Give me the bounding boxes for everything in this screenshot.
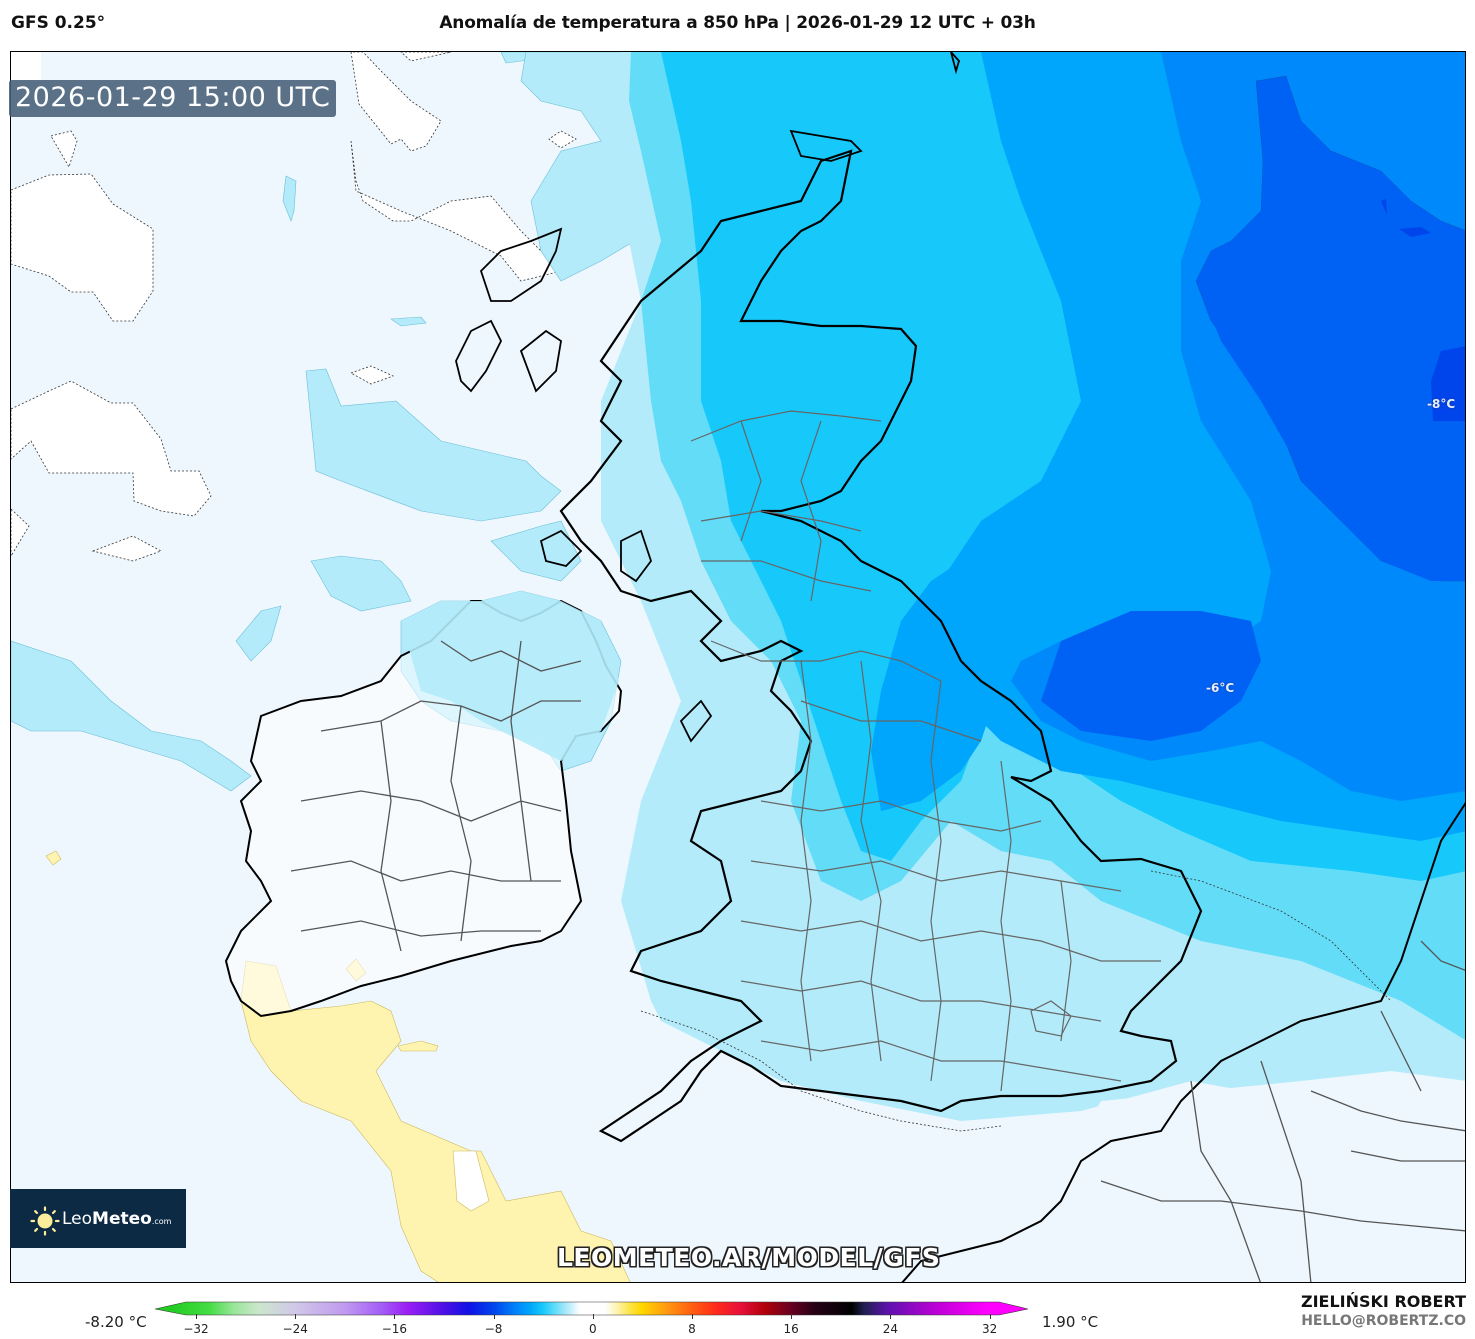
colorbar-min-label: -8.20 °C [85,1313,147,1331]
colorbar-tick-label: 24 [882,1322,899,1336]
colorbar-tick-label: −32 [183,1322,209,1336]
colorbar-tick-label: 8 [688,1322,696,1336]
colorbar-max-label: 1.90 °C [1042,1313,1099,1331]
colorbar-tick-label: 16 [783,1322,799,1336]
colorbar-tick-label: −8 [484,1322,503,1336]
contour-label-minus8: -8°C [1427,397,1456,411]
colorbar-tickmark [989,1314,991,1319]
sun-icon [30,1205,60,1236]
contour-label-minus6: -6°C [1206,681,1235,695]
colorbar-tickmark [692,1314,693,1319]
leometeo-logo[interactable]: LeoMeteo.com [10,1189,186,1248]
map-panel [10,51,1466,1283]
colorbar-tickmark [196,1314,197,1319]
colorbar-tickmark [791,1314,793,1319]
source-watermark: LEOMETEO.AR/MODEL/GFS [557,1243,941,1272]
colorbar-tick-label: 32 [981,1322,998,1336]
author-email[interactable]: HELLO@ROBERTZ.CO [1301,1313,1466,1329]
anomaly-map [11,52,1465,1282]
colorbar-tick-label: −24 [282,1322,308,1336]
author-credit: ZIELIŃSKI ROBERT [1300,1292,1466,1311]
valid-time-badge: 2026-01-29 15:00 UTC [9,80,337,117]
colorbar-tickmark [493,1314,495,1319]
colorbar-tickmark [394,1314,396,1319]
colorbar [154,1300,1030,1316]
colorbar-tickmark [890,1314,892,1319]
colorbar-tickmark [295,1314,297,1319]
chart-title: Anomalía de temperatura a 850 hPa | 2026… [439,13,1036,33]
logo-text: LeoMeteo.com [62,1208,172,1229]
colorbar-tick-label: 0 [588,1322,597,1336]
colorbar-tick-label: −16 [381,1322,408,1336]
colorbar-tickmark [592,1314,594,1319]
model-label: GFS 0.25° [11,13,106,33]
